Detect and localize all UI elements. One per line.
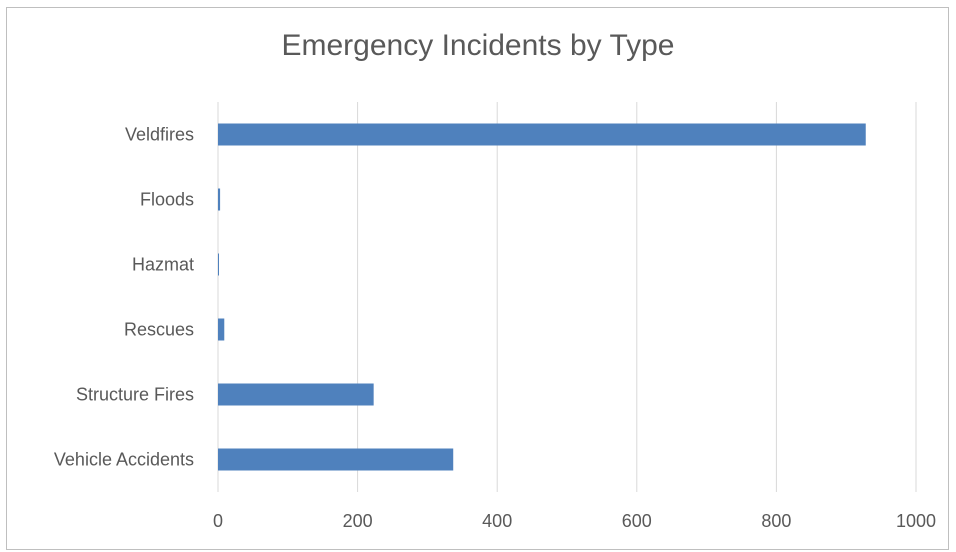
category-label: Hazmat	[132, 255, 194, 275]
category-label: Structure Fires	[76, 385, 194, 405]
category-label: Veldfires	[125, 125, 194, 145]
x-tick-label: 1000	[896, 511, 936, 531]
x-tick-label: 0	[213, 511, 223, 531]
chart-title: Emergency Incidents by Type	[281, 29, 675, 62]
bar	[218, 383, 374, 406]
bar	[218, 188, 221, 211]
chart-frame	[6, 7, 949, 550]
category-labels: Veldfires Floods Hazmat Rescues Structure Fi…	[54, 125, 194, 470]
bar	[218, 448, 454, 471]
x-tick-label: 600	[622, 511, 652, 531]
x-tick-label: 200	[343, 511, 373, 531]
gridlines	[217, 102, 917, 492]
category-label: Vehicle Accidents	[54, 450, 194, 470]
bar	[218, 253, 219, 276]
bars	[218, 123, 866, 471]
x-tick-labels: 0 200 400 600 800 1000	[213, 511, 936, 531]
bar	[218, 123, 866, 146]
x-tick-label: 800	[761, 511, 791, 531]
bar	[218, 318, 225, 341]
category-label: Rescues	[124, 320, 194, 340]
category-label: Floods	[140, 190, 194, 210]
x-tick-label: 400	[482, 511, 512, 531]
